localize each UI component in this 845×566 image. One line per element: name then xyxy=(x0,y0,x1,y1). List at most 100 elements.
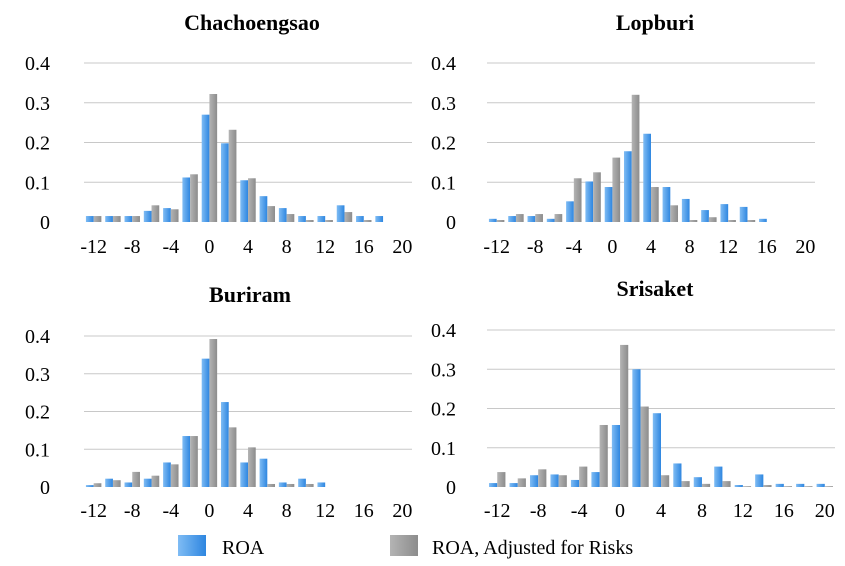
x-tick-label: 20 xyxy=(815,500,835,522)
bar-roa xyxy=(124,482,133,487)
x-tick-label: 12 xyxy=(718,236,738,258)
x-tick-label: 8 xyxy=(685,236,695,258)
panel-lopburi: Lopburi 0.4 0.3 0.2 0.1 0 -12 -8 -4 0 4 8 12 16 20 xyxy=(431,10,815,258)
bar-adjusted xyxy=(93,216,102,222)
bar-roa xyxy=(201,114,210,222)
bar-adjusted xyxy=(132,216,140,222)
bar-adjusted xyxy=(93,483,102,487)
bar-adjusted xyxy=(132,471,140,487)
bar-adjusted xyxy=(497,472,506,487)
x-tick-label: -8 xyxy=(527,236,544,258)
x-tick-label: -4 xyxy=(162,236,179,258)
bar-adjusted xyxy=(286,214,295,222)
bar-adjusted xyxy=(640,406,649,487)
x-tick-label: 16 xyxy=(774,500,794,522)
bar-roa xyxy=(734,485,743,487)
x-tick-label: -8 xyxy=(124,236,141,258)
bar-adjusted xyxy=(228,129,237,222)
bar-adjusted xyxy=(112,216,121,222)
bar-adjusted xyxy=(689,220,698,222)
x-tick-label: -8 xyxy=(530,500,547,522)
bar-adjusted xyxy=(701,483,711,487)
legend: ROA ROA, Adjusted for Risks xyxy=(178,535,633,559)
bar-roa xyxy=(278,482,287,487)
bar-adjusted xyxy=(620,344,629,487)
bar-roa xyxy=(105,478,113,487)
bar-adjusted xyxy=(747,220,756,222)
bar-roa xyxy=(317,482,326,487)
bar-adjusted xyxy=(267,206,276,222)
bar-adjusted xyxy=(651,187,659,222)
bar-adjusted xyxy=(763,485,772,487)
bar-adjusted xyxy=(305,220,314,222)
bar-adjusted xyxy=(661,475,670,487)
bar-roa xyxy=(375,216,384,222)
y-tick-label: 0.3 xyxy=(431,359,456,381)
x-tick-label: 8 xyxy=(697,500,707,522)
bar-roa xyxy=(240,180,248,222)
bar-roa xyxy=(85,485,94,487)
bar-roa xyxy=(298,216,306,222)
y-tick-label: 0.4 xyxy=(25,53,50,75)
y-tick-label: 0.4 xyxy=(431,320,456,342)
bar-roa xyxy=(163,462,171,487)
bar-roa xyxy=(278,208,287,222)
bar-adjusted xyxy=(599,424,608,487)
bar-roa xyxy=(701,210,709,222)
x-tick-label: 4 xyxy=(656,500,666,522)
x-tick-label: -8 xyxy=(124,500,141,522)
y-tick-label: 0.3 xyxy=(25,364,50,386)
x-tick-label: 0 xyxy=(204,236,214,258)
legend-label-roa: ROA xyxy=(222,537,265,559)
panel-plot: 0.4 0.3 0.2 0.1 0 -12 -8 -4 0 4 8 12 16 20 xyxy=(25,53,412,258)
bar-roa xyxy=(759,218,767,222)
bar-adjusted xyxy=(783,486,793,487)
bar-roa xyxy=(105,216,113,222)
bar-roa xyxy=(508,216,516,222)
bar-adjusted xyxy=(209,94,218,222)
bar-adjusted xyxy=(305,483,314,487)
y-tick-label: 0.2 xyxy=(431,399,456,421)
x-tick-label: 4 xyxy=(243,236,253,258)
bar-roa xyxy=(163,208,171,222)
y-tick-label: 0.2 xyxy=(25,402,50,424)
bar-roa xyxy=(816,483,825,487)
bar-roa xyxy=(529,475,539,487)
bar-adjusted xyxy=(515,214,524,222)
bar-adjusted xyxy=(612,157,621,222)
bar-roa xyxy=(585,181,594,222)
bar-roa xyxy=(662,187,671,222)
x-tick-label: 12 xyxy=(315,236,335,258)
bar-adjusted xyxy=(742,486,752,487)
panel-title: Srisaket xyxy=(617,276,695,301)
y-tick-label: 0.2 xyxy=(25,133,50,155)
panel-buriram: Buriram 0.4 0.3 0.2 0.1 0 -12 -8 -4 0 4 8 12 16 20 xyxy=(25,282,412,522)
bar-roa xyxy=(182,436,191,487)
x-tick-label: -4 xyxy=(571,500,588,522)
y-tick-label: 0 xyxy=(40,477,50,499)
bar-adjusted xyxy=(170,464,179,487)
bar-adjusted xyxy=(670,205,679,222)
x-tick-label: 20 xyxy=(392,500,412,522)
panel-title: Chachoengsao xyxy=(184,10,320,35)
y-tick-label: 0.3 xyxy=(431,93,456,115)
bar-adjusted xyxy=(708,217,717,222)
bar-adjusted xyxy=(681,481,690,487)
bar-roa xyxy=(693,477,702,487)
bar-roa xyxy=(298,478,306,487)
bar-roa xyxy=(220,402,229,487)
bar-adjusted xyxy=(209,339,218,487)
bar-adjusted xyxy=(170,209,179,222)
bar-roa xyxy=(681,198,690,222)
bar-adjusted xyxy=(344,212,353,222)
x-tick-label: 8 xyxy=(282,500,292,522)
y-tick-label: 0.1 xyxy=(431,172,456,194)
bar-roa xyxy=(124,216,133,222)
bar-roa xyxy=(546,218,555,222)
x-tick-label: 0 xyxy=(615,500,625,522)
bar-roa xyxy=(604,187,613,222)
bar-adjusted xyxy=(190,174,198,222)
bar-adjusted xyxy=(573,178,582,222)
bar-roa xyxy=(489,483,498,487)
panel-title: Buriram xyxy=(209,282,291,307)
